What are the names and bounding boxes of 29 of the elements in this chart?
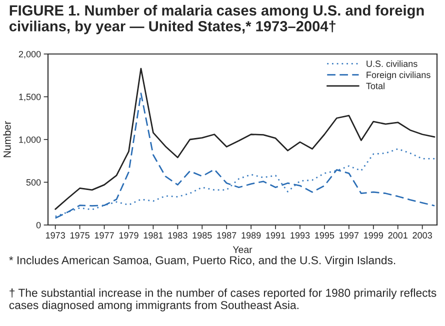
- chart-title: FIGURE 1. Number of malaria cases among U.S. and foreign civilians, by year — United States,* 1973–2004†: [9, 4, 424, 34]
- x-tick-label: 1993: [290, 232, 310, 239]
- x-tick-label: 1999: [364, 232, 384, 239]
- legend-label: U.S. civilians: [366, 60, 418, 67]
- x-tick-label: 1977: [94, 232, 114, 239]
- y-axis-title: Number: [3, 121, 11, 158]
- x-tick-label: 1975: [70, 232, 90, 239]
- text: † The substantial increase in the number of cases reported for 1980 primarily reflects cases diagnosed among immigrants from Southeast Asia.: [9, 288, 436, 312]
- x-tick-label: 1985: [192, 232, 212, 239]
- y-tick-label: 1,500: [19, 94, 41, 102]
- y-tick-label: 2,000: [18, 50, 41, 58]
- x-tick-label: 1997: [340, 232, 359, 239]
- y-tick-label: 500: [26, 179, 41, 186]
- y-tick-label: 1,000: [19, 136, 41, 144]
- x-tick-label: 1989: [242, 232, 261, 239]
- text: * Includes American Samoa, Guam, Puerto Rico, and the U.S. Virgin Islands.: [9, 256, 396, 267]
- legend-label: Foreign civilians: [366, 71, 430, 80]
- x-tick-label: 1981: [144, 232, 163, 239]
- x-tick-label: 1987: [217, 232, 236, 239]
- x-axis-title: Year: [232, 246, 252, 254]
- x-tick-label: 1979: [119, 232, 138, 239]
- x-tick-label: 2001: [388, 232, 408, 239]
- x-tick-label: 1983: [168, 232, 188, 239]
- x-tick-label: 1973: [46, 232, 65, 239]
- x-tick-label: 1995: [315, 232, 334, 239]
- x-tick-label: 1991: [266, 232, 286, 239]
- legend-label: Total: [366, 82, 384, 90]
- y-tick-label: 0: [36, 222, 41, 228]
- x-tick-label: 2003: [412, 232, 432, 239]
